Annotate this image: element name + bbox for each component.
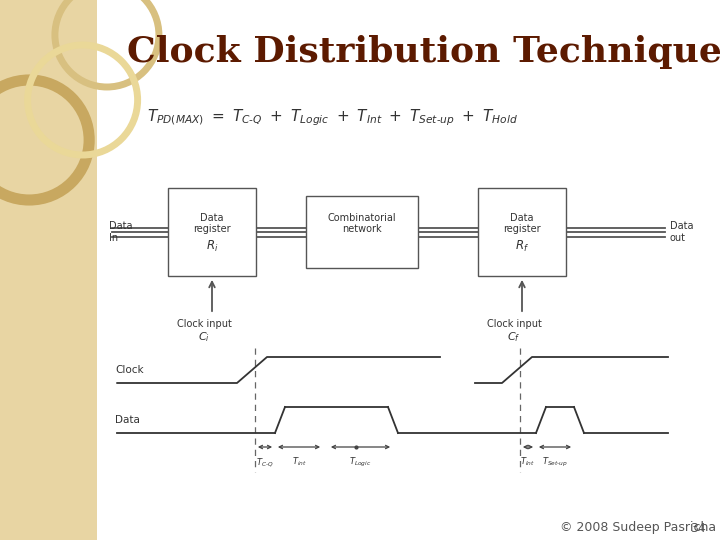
Text: Data: Data <box>109 221 132 231</box>
Text: Data: Data <box>510 213 534 223</box>
Text: register: register <box>193 224 231 234</box>
Text: © 2008 Sudeep Pasricha  & Nikil Dutt: © 2008 Sudeep Pasricha & Nikil Dutt <box>560 522 720 535</box>
Bar <box>306 196 418 268</box>
Text: $R_i$: $R_i$ <box>206 239 218 254</box>
Text: Data: Data <box>200 213 224 223</box>
Text: Combinatorial: Combinatorial <box>328 213 396 223</box>
Text: network: network <box>342 224 382 234</box>
Text: $T_{C\text{-}Q}$: $T_{C\text{-}Q}$ <box>256 456 274 469</box>
Text: $C_f$: $C_f$ <box>508 330 521 344</box>
Bar <box>0 0 97 540</box>
Text: $R_f$: $R_f$ <box>515 239 529 254</box>
Text: $T_{int}$: $T_{int}$ <box>292 456 307 469</box>
Text: Data: Data <box>670 221 693 231</box>
Text: $T_{PD(MAX)}\ =\ T_{C\text{-}Q}\ +\ T_{Logic}\ +\ T_{Int}\ +\ T_{Set\text{-}up}\: $T_{PD(MAX)}\ =\ T_{C\text{-}Q}\ +\ T_{L… <box>147 107 518 129</box>
Text: $T_{Set\text{-}up}$: $T_{Set\text{-}up}$ <box>542 456 568 469</box>
Text: In: In <box>109 233 118 243</box>
Text: out: out <box>670 233 686 243</box>
Text: Clock Distribution Techniques: Clock Distribution Techniques <box>127 35 720 69</box>
Text: Clock input: Clock input <box>176 319 231 329</box>
Bar <box>168 188 256 276</box>
Text: register: register <box>503 224 541 234</box>
Text: 34: 34 <box>690 522 706 535</box>
Text: Data: Data <box>115 415 140 425</box>
Text: $T_{Int}$: $T_{Int}$ <box>521 456 536 469</box>
Text: Clock input: Clock input <box>487 319 541 329</box>
Text: $T_{Logic}$: $T_{Logic}$ <box>349 456 372 469</box>
Text: $C_i$: $C_i$ <box>198 330 210 344</box>
Bar <box>478 188 566 276</box>
Text: Clock: Clock <box>115 365 144 375</box>
